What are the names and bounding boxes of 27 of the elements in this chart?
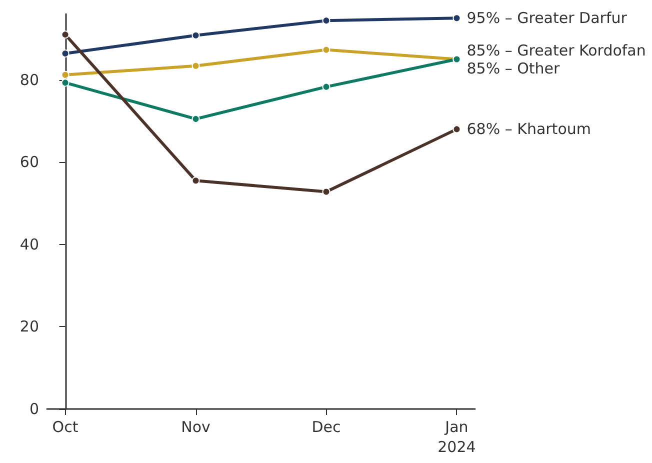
point	[192, 176, 200, 185]
point	[192, 62, 200, 70]
point	[452, 125, 461, 134]
point	[452, 14, 461, 22]
x-tick-label: Oct	[52, 418, 78, 436]
point	[322, 82, 330, 91]
y-tick-label: 60	[20, 153, 39, 172]
point	[61, 30, 70, 39]
point	[192, 114, 200, 123]
x-tick-label: Dec	[312, 418, 341, 436]
data-label: 95% – Greater Darfur	[466, 9, 628, 28]
point	[61, 78, 70, 87]
point	[322, 46, 330, 54]
point	[322, 188, 330, 196]
point	[61, 70, 70, 79]
data-label: 85% – Other	[466, 59, 561, 78]
data-label: 85% – Greater Kordofan	[466, 41, 646, 60]
point	[192, 31, 200, 40]
y-tick-label: 80	[20, 70, 39, 89]
data-label: 68% – Khartoum	[466, 120, 591, 138]
point	[322, 16, 330, 25]
y-tick-label: 0	[29, 400, 39, 418]
point	[61, 50, 70, 58]
y-tick-label: 20	[20, 318, 39, 336]
x-tick-label: Nov	[181, 418, 211, 436]
y-tick-label: 40	[20, 235, 39, 254]
x-tick-label: Jan 2024	[438, 418, 476, 456]
